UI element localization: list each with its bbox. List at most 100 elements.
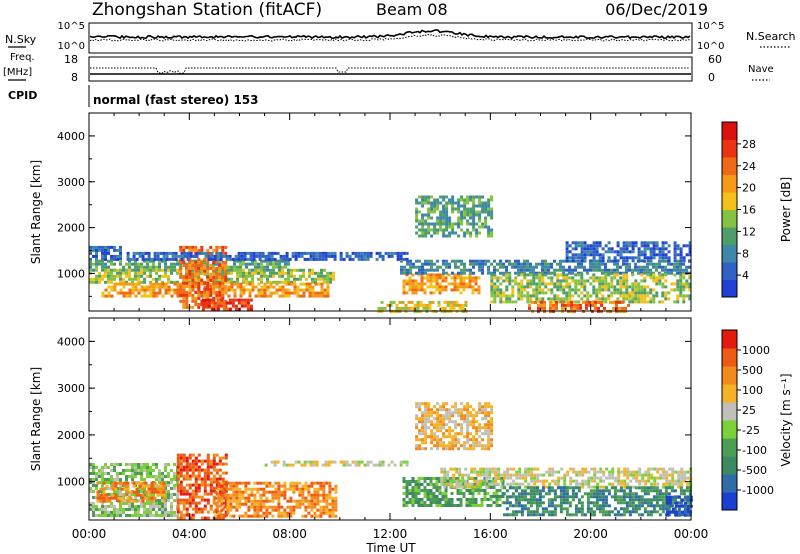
power-cell (616, 250, 620, 254)
power-cell (233, 268, 236, 272)
power-cell (526, 279, 530, 283)
power-cell (134, 265, 137, 269)
power-cell (676, 244, 680, 248)
velocity-cell (310, 514, 314, 518)
velocity-cell (650, 482, 654, 486)
velocity-cell (590, 479, 594, 483)
power-cell (460, 198, 464, 202)
velocity-cell (463, 444, 467, 448)
velocity-cell (304, 505, 308, 509)
velocity-cell (427, 426, 431, 430)
velocity-cell (286, 511, 290, 515)
velocity-cell (487, 441, 491, 445)
power-cell (670, 282, 674, 286)
power-cell (531, 300, 534, 304)
velocity-cell (484, 411, 488, 415)
velocity-cell (454, 420, 458, 424)
velocity-cell (271, 490, 275, 494)
power-cell (257, 271, 260, 275)
velocity-cell (485, 485, 489, 489)
power-cell (204, 304, 208, 308)
power-cell (427, 216, 431, 220)
velocity-cell (271, 493, 275, 497)
velocity-cell (357, 463, 361, 467)
power-cell (502, 273, 506, 277)
power-cell (670, 288, 674, 292)
power-cell (445, 228, 449, 232)
velocity-cell (471, 498, 475, 501)
power-cell (263, 274, 266, 278)
velocity-cell (415, 426, 419, 430)
velocity-cell (301, 496, 305, 500)
power-cell (191, 296, 195, 300)
power-cell (688, 265, 691, 269)
power-cell (456, 276, 460, 280)
power-cell (140, 265, 143, 269)
power-cell (447, 273, 451, 277)
power-cell (107, 268, 110, 272)
velocity-cell (203, 516, 207, 520)
velocity-cell (328, 508, 332, 512)
power-cell (182, 260, 186, 264)
power-cell (453, 279, 457, 283)
power-cell (221, 281, 225, 285)
power-cell (260, 259, 263, 263)
velocity-cell (155, 514, 158, 517)
power-cell (299, 282, 303, 286)
velocity-cell (449, 467, 453, 471)
power-cell (622, 285, 626, 289)
power-cell (126, 254, 130, 258)
power-cell (577, 271, 580, 275)
velocity-cell (405, 492, 409, 495)
power-cell (122, 285, 126, 289)
velocity-cell (96, 493, 100, 497)
power-cell (209, 245, 213, 249)
velocity-cell (122, 469, 125, 472)
power-cell (474, 282, 478, 286)
velocity-cell (167, 463, 170, 466)
velocity-cell (89, 472, 92, 475)
velocity-cell (140, 478, 143, 481)
velocity-cell (200, 483, 204, 487)
power-cell (257, 262, 260, 266)
velocity-cell (105, 499, 109, 503)
power-cell (405, 282, 409, 286)
power-cell (529, 273, 533, 277)
power-cell (155, 294, 159, 298)
velocity-cell (238, 514, 242, 518)
velocity-cell (480, 501, 484, 504)
velocity-cell (414, 495, 418, 498)
power-cell (197, 287, 201, 291)
velocity-cell (339, 460, 343, 464)
velocity-cell (244, 502, 248, 506)
power-cell (421, 204, 425, 208)
velocity-cell (484, 405, 488, 409)
power-cell (221, 268, 224, 272)
power-cell (460, 213, 464, 217)
velocity-cell (89, 481, 92, 484)
power-cell (478, 213, 482, 217)
power-cell (583, 288, 587, 292)
power-cell (231, 298, 235, 302)
velocity-cell (164, 469, 167, 472)
velocity-cell (452, 473, 456, 477)
power-cell (472, 195, 476, 199)
velocity-cell (424, 423, 428, 427)
power-cell (402, 279, 406, 283)
power-cell (616, 291, 620, 295)
velocity-cell (138, 481, 142, 485)
velocity-cell (478, 408, 482, 412)
power-cell (474, 276, 478, 280)
power-cell (616, 259, 620, 263)
power-cell (534, 300, 537, 304)
velocity-cell (262, 493, 266, 497)
power-cell (378, 254, 382, 258)
power-cell (161, 285, 165, 289)
velocity-cell (221, 471, 225, 475)
power-cell (475, 195, 479, 199)
power-cell (685, 244, 689, 248)
velocity-cell (150, 481, 154, 485)
power-cell (664, 247, 668, 251)
power-cell (430, 262, 433, 266)
velocity-cell (250, 487, 254, 491)
